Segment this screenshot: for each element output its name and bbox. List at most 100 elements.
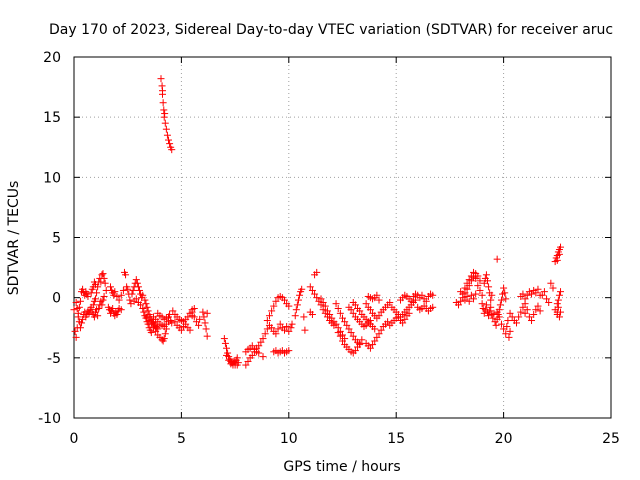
y-tick-label: 10 [43,170,61,186]
data-point [482,271,490,279]
data-point [313,294,321,302]
data-point [91,295,99,303]
data-point [485,312,493,320]
data-point [90,313,98,321]
data-point [76,324,84,332]
data-point [272,330,280,338]
data-point [326,311,334,319]
data-point [274,325,282,333]
axis-ticks [73,56,612,419]
data-point [525,313,533,321]
data-point [492,321,500,329]
data-point [99,270,107,278]
data-point [341,318,349,326]
data-point [259,335,267,343]
data-point [186,326,194,334]
data-point [501,289,509,297]
data-point [557,243,565,251]
data-point [168,146,176,154]
data-point [483,277,491,285]
data-point [485,283,493,291]
data-point [480,309,488,317]
data-point [160,106,168,114]
data-point [145,317,153,325]
data-point [142,300,150,308]
data-point [261,330,269,338]
data-point [161,119,169,127]
data-point [332,320,340,328]
data-point [557,308,565,316]
data-point [196,315,204,323]
data-point [512,319,520,327]
data-point [532,289,540,297]
data-point [386,298,394,306]
data-point [203,309,211,317]
data-point [332,300,340,308]
data-point [101,279,109,287]
data-point [162,125,170,133]
data-point [163,131,171,139]
data-point [349,309,357,317]
data-point [248,342,256,350]
data-point [72,298,80,306]
data-point [459,290,467,298]
data-point [351,301,359,309]
data-point [547,279,555,287]
data-point [137,301,145,309]
data-point [294,296,302,304]
data-point [169,307,177,315]
data-point [298,285,306,293]
data-point [160,335,168,343]
data-point [168,319,176,327]
data-point [98,301,106,309]
data-point [259,353,267,361]
data-point [71,327,79,335]
data-point [503,323,511,331]
data-point [375,330,383,338]
data-point [202,325,210,333]
data-point [536,307,544,315]
data-point [296,291,304,299]
data-point [161,330,169,338]
data-point [545,298,553,306]
data-point [336,309,344,317]
data-point [487,303,495,311]
data-point [465,297,473,305]
data-point [470,295,478,303]
data-point [98,271,106,279]
data-point [147,320,155,328]
data-point [248,351,256,359]
data-point [159,99,167,107]
data-point [233,354,241,362]
data-point [347,306,355,314]
data-point [508,313,516,321]
data-point [233,361,241,369]
y-tick-label: 0 [52,291,61,307]
data-point [339,337,346,345]
data-point [134,283,142,291]
data-point [534,285,542,293]
data-point [343,321,351,329]
x-tick-label: 15 [387,431,405,447]
data-point [200,313,208,321]
data-point [141,296,149,304]
data-point [371,325,379,333]
data-point [523,291,531,299]
data-point [478,300,486,308]
data-point [242,361,250,369]
data-point [528,290,536,298]
data-point [519,303,527,311]
data-point [454,301,462,309]
data-point [263,317,271,325]
data-point [143,303,151,311]
data-point [336,332,344,340]
data-point [117,291,125,299]
data-point [476,277,484,285]
data-point [506,309,514,317]
data-point [288,320,296,328]
data-point [482,301,490,309]
data-point [538,291,546,299]
data-point [470,268,478,276]
data-point [283,323,291,331]
data-point [497,296,505,304]
